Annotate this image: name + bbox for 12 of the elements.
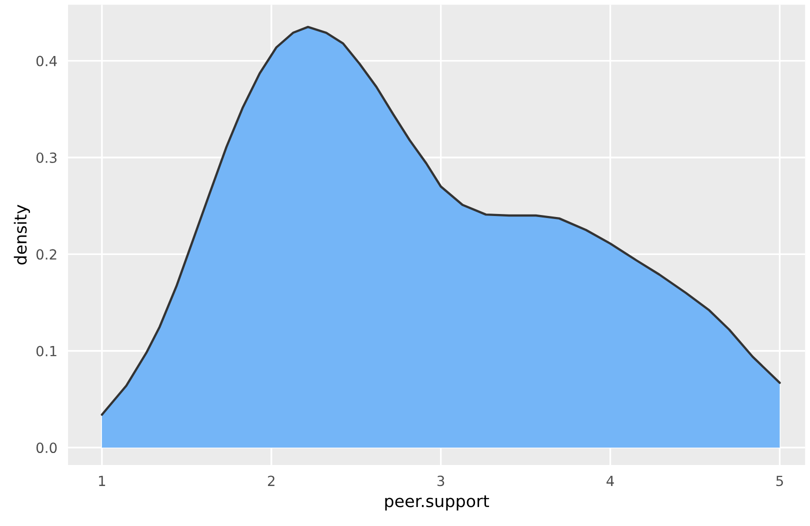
x-tick-label: 3 — [437, 476, 444, 486]
x-axis-title: peer.support — [385, 495, 490, 511]
y-tick-label: 0.2 — [36, 249, 56, 260]
y-tick-label: 0.1 — [36, 346, 56, 356]
x-tick-label: 1 — [99, 476, 106, 486]
x-tick-label: 2 — [268, 476, 274, 486]
x-tick-label: 4 — [606, 476, 614, 486]
y-tick-label: 0.4 — [36, 56, 57, 66]
y-axis-title: density — [14, 204, 30, 264]
y-tick-label: 0.0 — [36, 442, 57, 454]
x-tick-label: 5 — [776, 476, 783, 486]
y-tick-label: 0.3 — [36, 152, 57, 163]
